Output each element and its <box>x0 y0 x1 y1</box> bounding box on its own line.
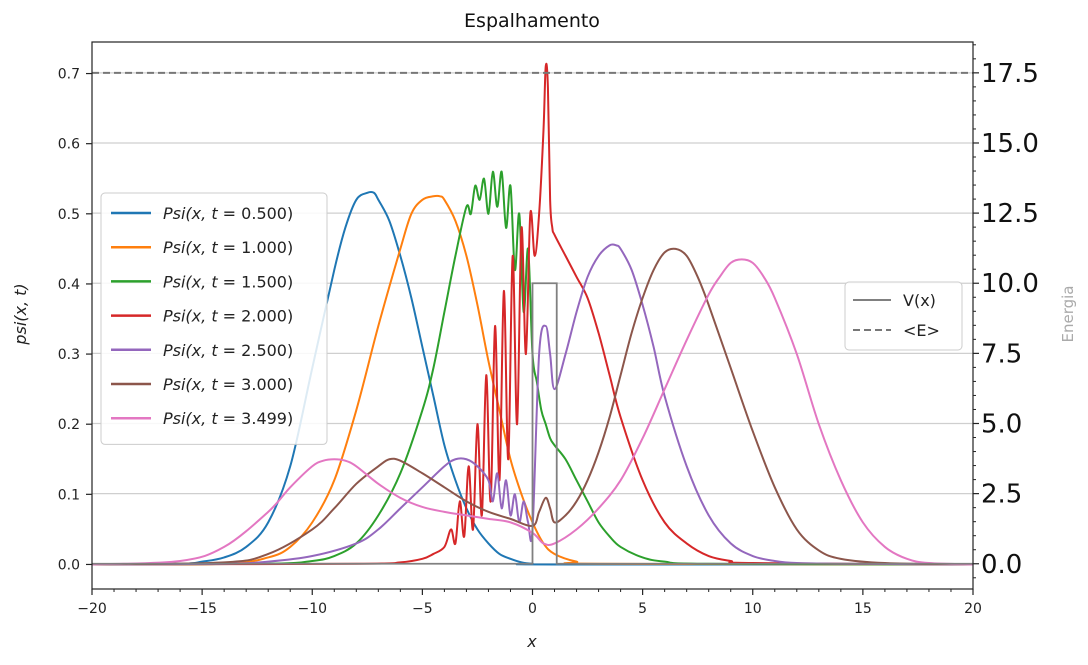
x-tick-label: −10 <box>297 601 327 617</box>
x-tick-label: 15 <box>854 601 872 617</box>
y2-tick-label: 0.0 <box>981 550 1022 580</box>
legend-label: Psi(x, t = 3.000) <box>163 375 293 394</box>
legend-series: Psi(x, t = 0.500) Psi(x, t = 1.000) Psi(x,… <box>101 193 327 444</box>
chart-title: Espalhamento <box>464 10 600 32</box>
y-tick-label: 0.2 <box>58 417 80 433</box>
legend-label: Psi(x, t = 2.500) <box>163 341 293 360</box>
legend-label: Psi(x, t = 2.000) <box>163 307 293 326</box>
legend-label-potential: V(x) <box>903 291 936 310</box>
legend-label-energy: <E> <box>903 321 940 340</box>
y-tick-label: 0.4 <box>58 277 80 293</box>
y-axis-label: psi(x, t) <box>11 283 30 345</box>
y2-tick-label: 17.5 <box>981 59 1039 89</box>
y-tick-label: 0.3 <box>58 347 80 363</box>
y2-axis-label: Energia <box>1059 286 1077 343</box>
x-tick-label: 10 <box>744 601 762 617</box>
x-tick-label: −5 <box>412 601 433 617</box>
x-tick-label: 0 <box>528 601 537 617</box>
legend-energy: V(x) <E> <box>845 282 962 350</box>
legend-label: Psi(x, t = 1.000) <box>163 238 293 257</box>
y2-tick-label: 12.5 <box>981 199 1039 229</box>
x-tick-label: 5 <box>638 601 647 617</box>
y2-tick-label: 7.5 <box>981 339 1022 369</box>
y-tick-label: 0.6 <box>58 137 80 153</box>
legend-label: Psi(x, t = 1.500) <box>163 272 293 291</box>
y2-tick-label: 15.0 <box>981 129 1039 159</box>
y-tick-label: 0.0 <box>58 557 80 573</box>
y2-tick-label: 2.5 <box>981 480 1022 510</box>
chart: Espalhamento −20 −15 −10 −5 0 5 10 15 20 0.0 0.1 0.… <box>0 0 1088 665</box>
legend-label: Psi(x, t = 3.499) <box>163 409 293 428</box>
x-tick-label: 20 <box>964 601 982 617</box>
y-tick-label: 0.5 <box>58 207 80 223</box>
y2-tick-label: 5.0 <box>981 409 1022 439</box>
x-axis-label: x <box>526 632 537 651</box>
y-tick-label: 0.7 <box>58 67 80 83</box>
legend-label: Psi(x, t = 0.500) <box>163 204 293 223</box>
y2-tick-label: 10.0 <box>981 269 1039 299</box>
y-tick-label: 0.1 <box>58 487 80 503</box>
x-tick-label: −15 <box>187 601 217 617</box>
x-tick-label: −20 <box>77 601 107 617</box>
